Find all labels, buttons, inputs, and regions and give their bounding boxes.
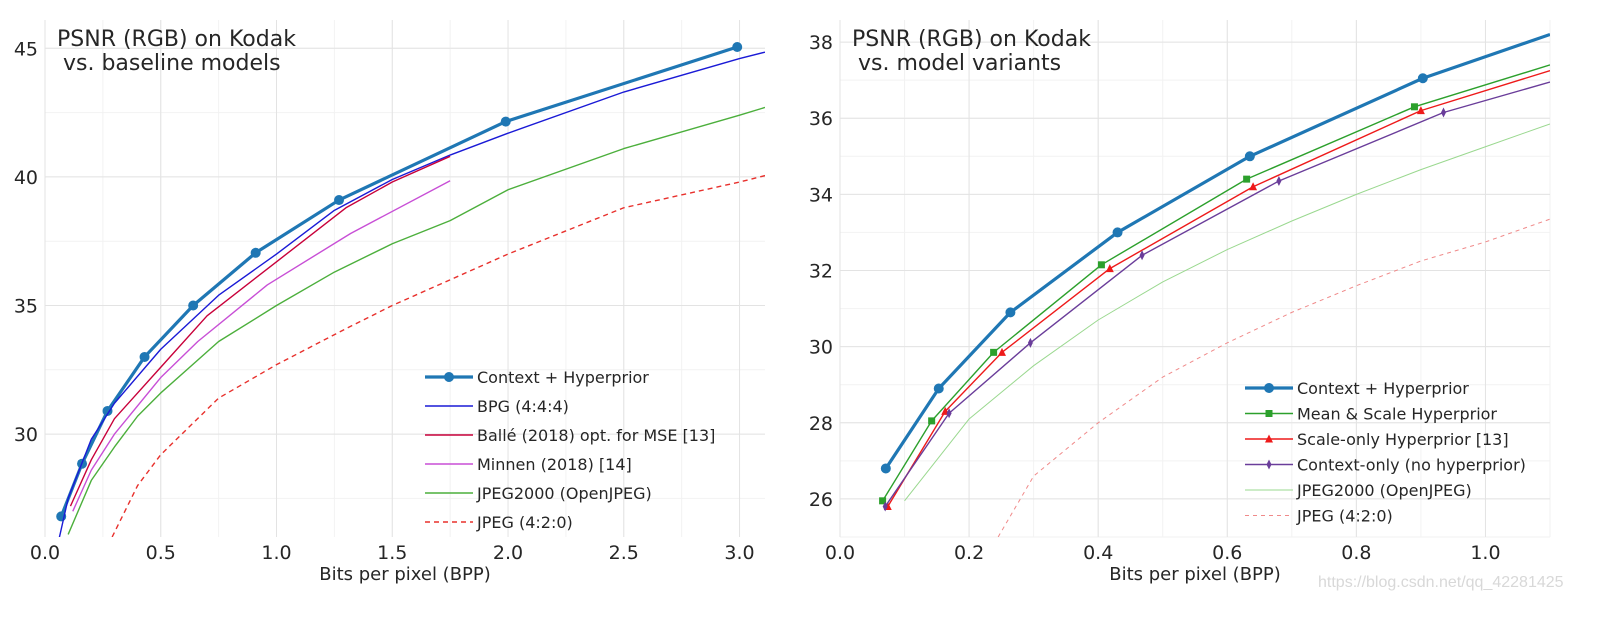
- legend-label: JPEG2000 (OpenJPEG): [1296, 481, 1472, 500]
- plot-area: [879, 32, 1550, 537]
- watermark: https://blog.csdn.net/qq_42281425: [1318, 574, 1564, 591]
- x-axis-label: Bits per pixel (BPP): [319, 564, 491, 585]
- data-point: [732, 42, 743, 53]
- legend-label: Minnen (2018) [14]: [477, 455, 632, 474]
- legend-label: Context + Hyperprior: [1297, 379, 1469, 398]
- x-tick-label: 0.4: [1083, 542, 1113, 564]
- series-line-1: [58, 51, 765, 537]
- data-point: [1105, 264, 1114, 273]
- y-tick-label: 34: [809, 184, 833, 206]
- data-point: [998, 347, 1007, 356]
- y-tick-label: 26: [809, 489, 833, 511]
- data-point: [500, 116, 511, 127]
- data-point: [188, 300, 199, 311]
- data-point: [1416, 106, 1425, 115]
- x-tick-label: 2.0: [493, 542, 523, 564]
- data-point: [1027, 337, 1033, 348]
- y-tick-label: 40: [14, 167, 38, 189]
- chart-1: 0.0 0.5 1.0 1.5 2.0 2.5 3.0 30 35 40 45 Bits per pi…: [14, 20, 765, 585]
- data-point: [1243, 175, 1251, 183]
- x-tick-label: 0.8: [1341, 542, 1371, 564]
- legend-marker: [1264, 383, 1274, 393]
- y-tick-label: 28: [809, 413, 833, 435]
- x-tick-label: 1.0: [1470, 542, 1500, 564]
- legend-label: Ballé (2018) opt. for MSE [13]: [477, 426, 715, 445]
- legend-label: JPEG2000 (OpenJPEG): [476, 484, 652, 503]
- y-tick-label: 45: [14, 38, 38, 60]
- data-point: [879, 497, 887, 505]
- legend-marker: [444, 372, 454, 382]
- data-point: [1112, 227, 1123, 238]
- chart-subtitle: vs. model variants: [858, 51, 1061, 76]
- data-point: [880, 463, 891, 474]
- series-line-4: [904, 123, 1550, 502]
- data-point: [1097, 261, 1105, 269]
- x-tick-label: 3.0: [724, 542, 754, 564]
- x-axis-label: Bits per pixel (BPP): [1109, 564, 1281, 585]
- data-point: [334, 195, 345, 206]
- legend-label: BPG (4:4:4): [477, 397, 569, 416]
- series-line-4: [67, 106, 765, 535]
- series-line-5: [111, 174, 765, 537]
- y-tick-label: 30: [809, 337, 833, 359]
- legend-marker: [1266, 459, 1272, 470]
- chart-2: 0.0 0.2 0.4 0.6 0.8 1.0 26 28 30 32 34 36 38 Bits per…: [809, 20, 1551, 585]
- chart-subtitle: vs. baseline models: [63, 51, 281, 76]
- legend-label: JPEG (4:2:0): [476, 513, 573, 532]
- data-point: [250, 247, 261, 258]
- data-point: [1441, 107, 1446, 118]
- x-tick-label: 0.2: [954, 542, 984, 564]
- data-point: [102, 405, 113, 416]
- legend-label: JPEG (4:2:0): [1296, 507, 1393, 526]
- y-tick-label: 30: [14, 424, 38, 446]
- legend-label: Mean & Scale Hyperprior: [1297, 405, 1497, 424]
- data-point: [1005, 307, 1016, 318]
- legend-label: Scale-only Hyperprior [13]: [1297, 430, 1509, 449]
- series-line-2: [69, 155, 451, 507]
- series-line-3: [72, 180, 451, 512]
- y-tick-label: 36: [809, 108, 833, 130]
- legend-label: Context + Hyperprior: [477, 368, 649, 387]
- legend-marker: [1265, 410, 1273, 417]
- data-point: [1417, 73, 1428, 84]
- data-point: [139, 351, 150, 362]
- data-point: [882, 501, 888, 512]
- x-tick-label: 2.5: [609, 542, 639, 564]
- data-point: [1139, 250, 1145, 261]
- data-point: [1249, 182, 1258, 191]
- series-line-0: [59, 45, 738, 518]
- x-tick-label: 0.0: [30, 542, 60, 564]
- x-tick-label: 1.5: [377, 542, 407, 564]
- chart-title: PSNR (RGB) on Kodak: [852, 27, 1091, 52]
- data-point: [933, 383, 944, 394]
- chart-title: PSNR (RGB) on Kodak: [57, 27, 296, 52]
- x-tick-label: 0.5: [146, 542, 176, 564]
- legend: Context + Hyperprior BPG (4:4:4) Ballé (20…: [425, 368, 715, 532]
- y-tick-label: 32: [809, 261, 833, 283]
- x-tick-label: 0.6: [1212, 542, 1242, 564]
- data-point: [1410, 103, 1418, 111]
- x-tick-label: 1.0: [261, 542, 291, 564]
- legend-label: Context-only (no hyperprior): [1297, 456, 1526, 475]
- x-tick-label: 0.0: [825, 542, 855, 564]
- series-line-0: [884, 32, 1550, 470]
- y-tick-label: 35: [14, 296, 38, 318]
- series-line-5: [997, 218, 1550, 537]
- data-point: [1276, 176, 1282, 187]
- plot-area: [56, 42, 765, 537]
- data-point: [1244, 151, 1255, 162]
- legend-marker: [1265, 434, 1273, 443]
- data-point: [946, 408, 952, 419]
- data-point: [990, 348, 998, 356]
- y-tick-label: 38: [809, 32, 833, 54]
- data-point: [928, 417, 936, 425]
- legend: Context + Hyperprior Mean & Scale Hyperpr…: [1245, 379, 1526, 526]
